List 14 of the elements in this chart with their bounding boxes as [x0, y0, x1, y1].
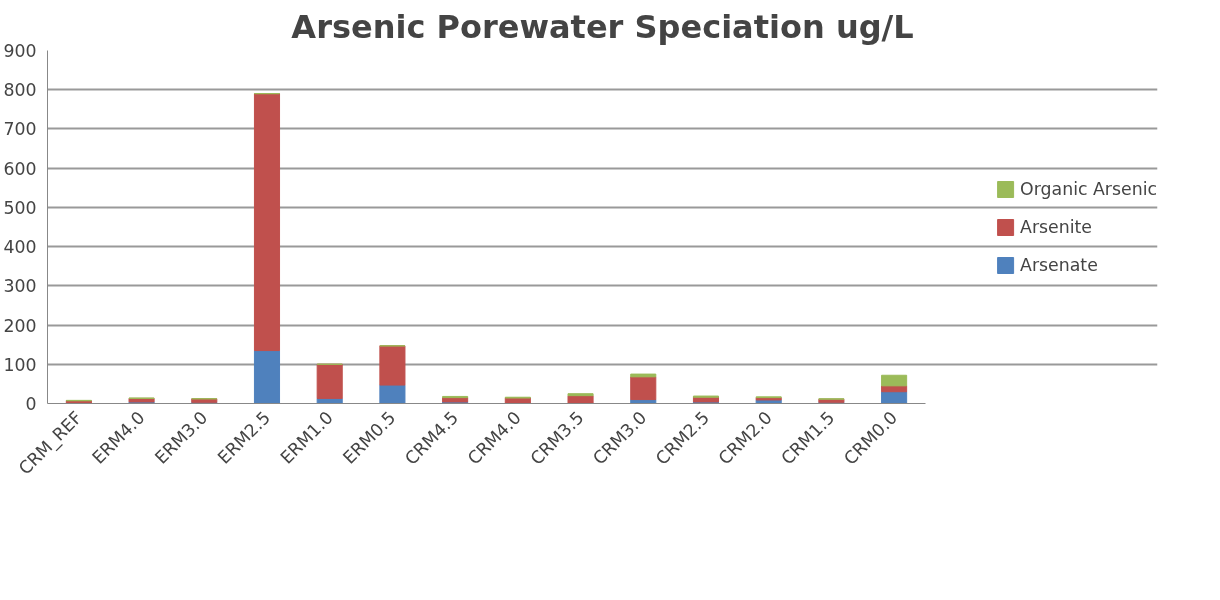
chart-title: Arsenic Porewater Speciation ug/L: [291, 7, 914, 46]
y-tick-label: 0: [25, 394, 37, 414]
y-tick-label: 900: [3, 41, 37, 61]
y-tick-label: 700: [3, 119, 37, 140]
y-tick-label: 200: [3, 315, 37, 336]
legend-label: Organic Arsenic: [1020, 178, 1157, 199]
y-tick-label: 300: [3, 276, 37, 297]
y-tick-label: 400: [3, 237, 37, 258]
y-tick-label: 800: [3, 80, 37, 101]
legend-label: Arsenite: [1020, 216, 1093, 237]
y-tick-label: 500: [3, 197, 37, 218]
legend-label: Arsenate: [1020, 254, 1098, 275]
y-tick-label: 600: [3, 158, 37, 179]
y-tick-label: 100: [3, 354, 37, 375]
